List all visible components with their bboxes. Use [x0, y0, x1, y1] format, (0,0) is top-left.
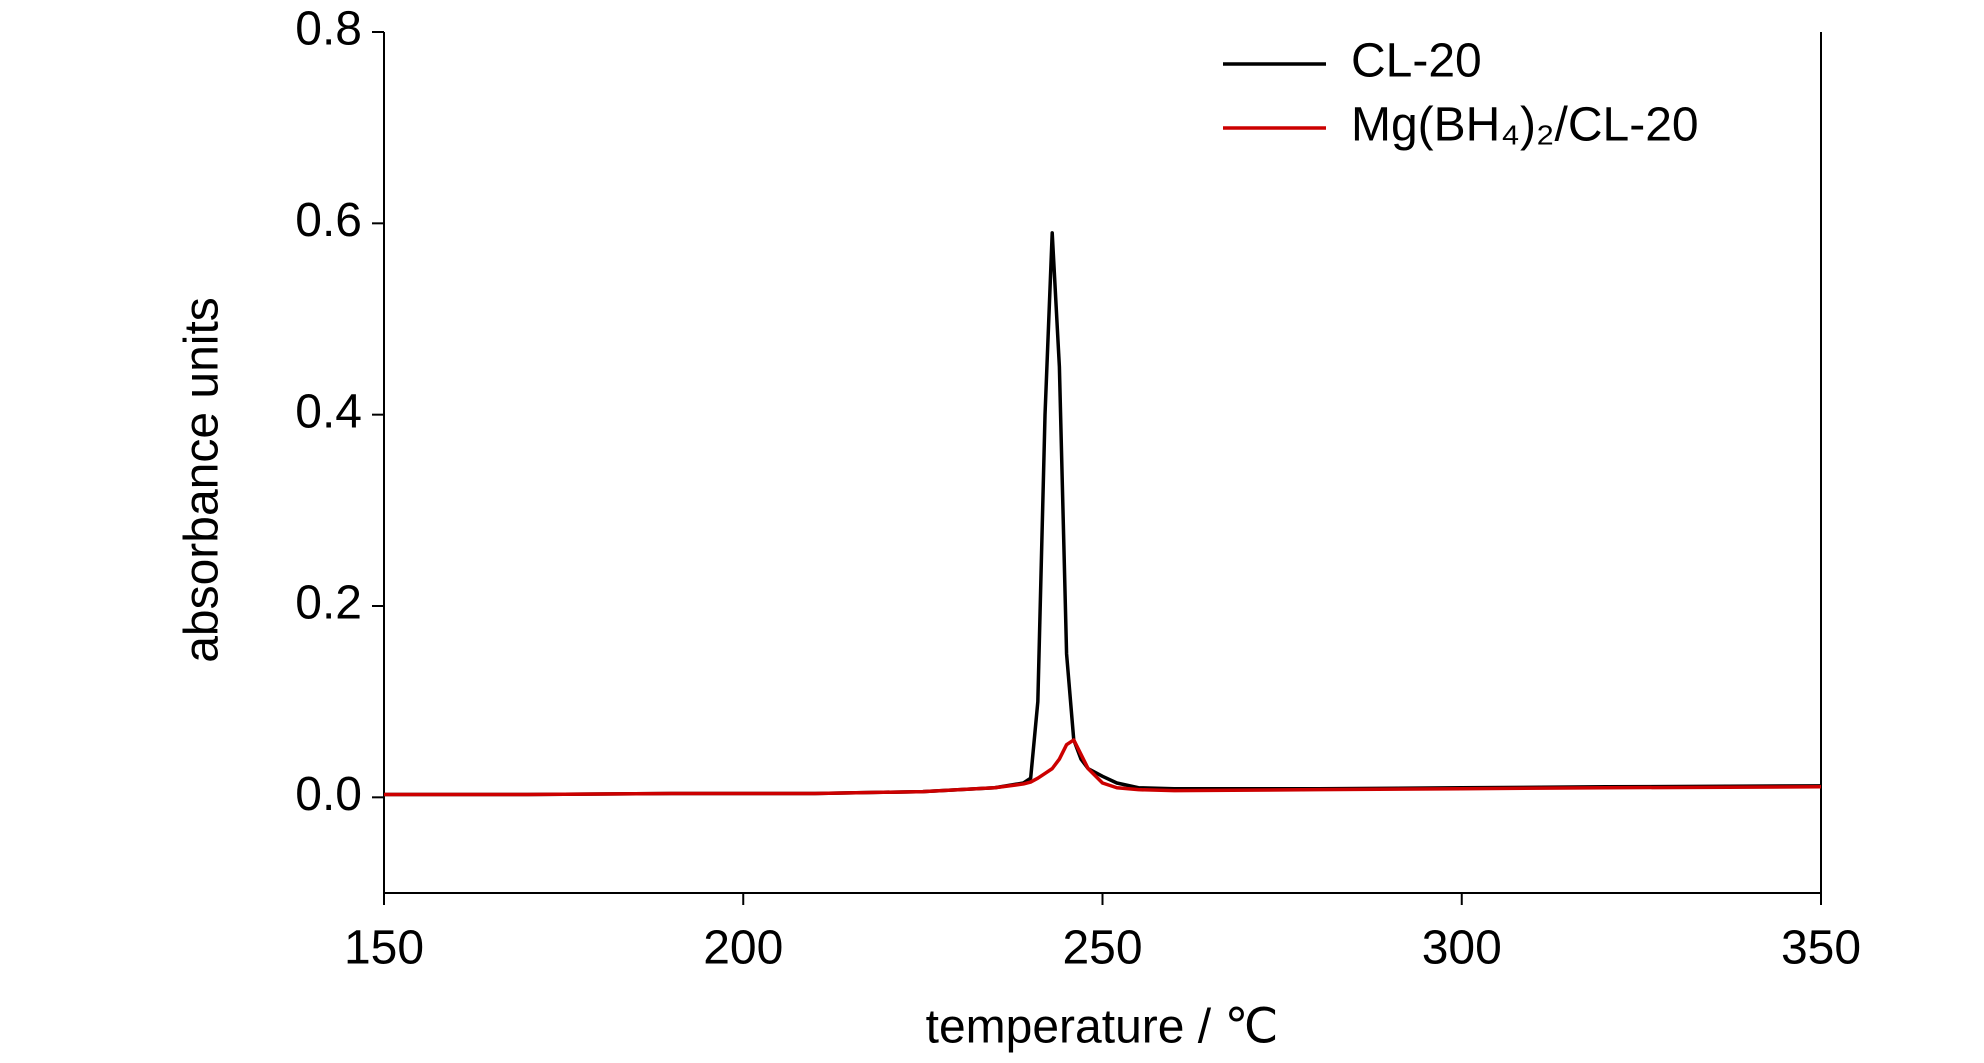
y-tick-label: 0.6: [295, 194, 362, 247]
y-tick-label: 0.0: [295, 768, 362, 821]
x-tick-label: 250: [1062, 922, 1142, 975]
y-axis-title: absorbance units: [176, 297, 229, 663]
x-tick-label: 350: [1781, 922, 1861, 975]
legend-label: CL-20: [1351, 35, 1482, 88]
x-axis-title: temperature / ℃: [926, 1001, 1279, 1054]
x-tick-label: 150: [344, 922, 424, 975]
y-tick-label: 0.2: [295, 577, 362, 630]
axis-frame: [383, 32, 1822, 894]
series-line: [384, 231, 1822, 797]
x-tick-label: 300: [1422, 922, 1502, 975]
y-tick-label: 0.4: [295, 385, 362, 438]
x-tick-label: 200: [703, 922, 783, 975]
legend-label: Mg(BH₄)₂/CL-20: [1351, 99, 1699, 152]
y-tick-label: 0.8: [295, 3, 362, 56]
series-line: [384, 738, 1822, 797]
